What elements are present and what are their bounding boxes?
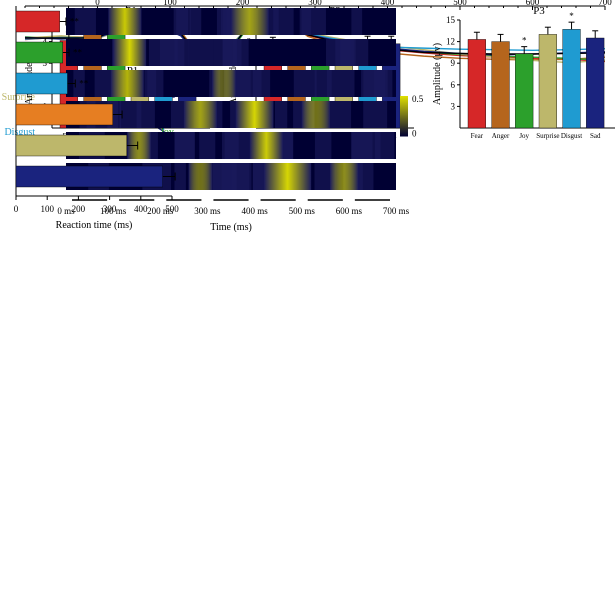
svg-text:*: * <box>522 36 527 46</box>
rt-xtick: 0 <box>14 204 19 214</box>
rt-xtick: 200 <box>72 204 86 214</box>
svg-text:12: 12 <box>446 37 455 47</box>
svg-text:15: 15 <box>446 15 456 25</box>
heatmap-xtick: 300 ms <box>194 206 221 216</box>
rt-sig: ** <box>70 17 80 27</box>
rt-plot: ** ** ** 0 100 200 300 400 500 Reaction time (ms) <box>0 0 185 232</box>
colorbar-label: 0.5 <box>412 94 424 104</box>
rt-xlabel: Reaction time (ms) <box>56 220 133 231</box>
bar-joy <box>515 54 533 128</box>
bar-anger <box>492 42 510 128</box>
rt-panel: ** ** ** 0 100 200 300 400 500 Reaction time (ms) <box>0 0 185 232</box>
heatmap-xtick: 600 ms <box>336 206 363 216</box>
bar-surprise <box>539 34 557 128</box>
svg-text:Disgust: Disgust <box>561 132 582 140</box>
svg-text:Fear: Fear <box>471 132 484 140</box>
rt-sig: ** <box>73 48 83 58</box>
colorbar <box>400 96 408 137</box>
rt-bar-sad <box>16 166 163 187</box>
bar-ylabel: Amplitude (μv) <box>432 43 443 105</box>
rt-xtick: 400 <box>134 204 148 214</box>
bar-sad <box>586 38 604 128</box>
heatmap-xlabel: Time (ms) <box>210 222 252 232</box>
svg-text:Surprise: Surprise <box>536 132 559 140</box>
bar-disgust <box>563 29 581 128</box>
rt-xtick: 500 <box>165 204 179 214</box>
rt-bar-fear <box>16 11 60 32</box>
rt-bar-surprise <box>16 135 127 156</box>
svg-text:0: 0 <box>412 129 417 139</box>
rt-xtick: 300 <box>103 204 117 214</box>
svg-text:Sad: Sad <box>590 132 601 140</box>
svg-text:9: 9 <box>451 58 456 68</box>
svg-text:*: * <box>569 11 574 21</box>
heatmap-xtick: 400 ms <box>241 206 268 216</box>
rt-xtick: 100 <box>40 204 54 214</box>
rt-sig: ** <box>79 79 89 89</box>
bar-title: P3 <box>533 5 545 17</box>
svg-text:6: 6 <box>451 80 456 90</box>
svg-text:Joy: Joy <box>519 132 529 140</box>
rt-bar-disgust <box>16 73 67 94</box>
svg-text:3: 3 <box>451 101 456 111</box>
rt-bar-joy <box>16 42 63 63</box>
heatmap-xtick: 700 ms <box>383 206 410 216</box>
heatmap-xtick: 500 ms <box>289 206 316 216</box>
rt-bar-anger <box>16 104 113 125</box>
bar-fear <box>468 39 486 128</box>
svg-text:Anger: Anger <box>492 132 510 140</box>
